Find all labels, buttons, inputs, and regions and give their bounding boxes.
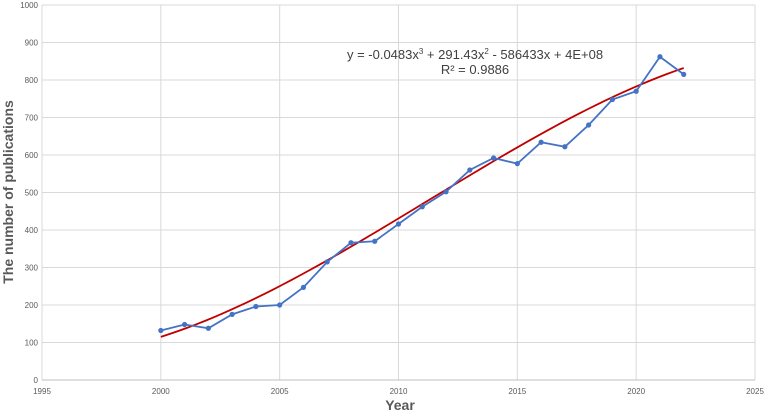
x-tick-label: 2025	[746, 387, 764, 396]
data-point	[586, 122, 592, 128]
y-tick-label: 200	[25, 301, 39, 310]
data-point	[514, 161, 520, 167]
x-tick-label: 2020	[627, 387, 645, 396]
x-tick-label: 1995	[33, 387, 51, 396]
data-point	[182, 321, 188, 328]
gridlines	[41, 4, 756, 381]
data-point	[158, 327, 164, 334]
eq-sup-1: 3	[419, 47, 424, 56]
x-axis-title: Year	[385, 397, 415, 413]
y-tick-label: 600	[25, 151, 39, 160]
trendline-equation: y = -0.0483x3 + 291.43x2 - 586433x + 4E+…	[347, 47, 603, 62]
data-point	[467, 167, 473, 173]
data-point	[277, 302, 283, 308]
data-point	[633, 88, 639, 94]
y-tick-label: 900	[25, 39, 39, 48]
y-tick-label: 400	[25, 226, 39, 235]
y-tick-label: 300	[25, 264, 39, 273]
data-point	[657, 54, 663, 60]
x-tick-label: 2010	[390, 387, 408, 396]
data-point	[419, 204, 425, 210]
y-tick-label: 700	[25, 114, 39, 123]
data-point	[348, 240, 354, 246]
data-point	[372, 238, 378, 244]
y-tick-labels: 0 100 200 300 400 500 600 700 800 900 1000	[20, 1, 38, 385]
r-squared-label: R² = 0.9886	[441, 62, 509, 77]
series-line	[160, 55, 685, 332]
data-point	[229, 311, 235, 317]
data-point	[253, 303, 259, 310]
y-tick-label: 100	[25, 339, 39, 348]
data-point	[205, 325, 211, 331]
eq-sup-2: 2	[484, 47, 489, 56]
y-tick-label: 500	[25, 189, 39, 198]
data-point	[443, 189, 449, 195]
eq-part-3: - 586433x + 4E+08	[489, 47, 603, 62]
data-point	[490, 155, 497, 161]
data-point	[395, 221, 402, 227]
data-point	[609, 96, 616, 103]
y-tick-label: 0	[34, 376, 39, 385]
y-tick-label: 1000	[20, 1, 38, 10]
x-tick-label: 2000	[152, 387, 170, 396]
y-axis-title: The number of publications	[0, 100, 16, 284]
data-point	[300, 284, 307, 290]
trendline	[160, 67, 684, 338]
data-point	[538, 139, 544, 145]
data-point	[562, 144, 568, 150]
data-point	[324, 259, 330, 265]
x-tick-labels: 1995 2000 2005 2010 2015 2020 2025	[33, 387, 764, 396]
x-tick-label: 2015	[508, 387, 526, 396]
series-group	[158, 54, 687, 334]
trendline-group	[160, 67, 684, 338]
eq-part-1: y = -0.0483x	[347, 47, 419, 62]
y-tick-label: 800	[25, 76, 39, 85]
data-point	[681, 71, 687, 77]
eq-part-2: + 291.43x	[423, 47, 485, 62]
x-tick-label: 2005	[271, 387, 289, 396]
